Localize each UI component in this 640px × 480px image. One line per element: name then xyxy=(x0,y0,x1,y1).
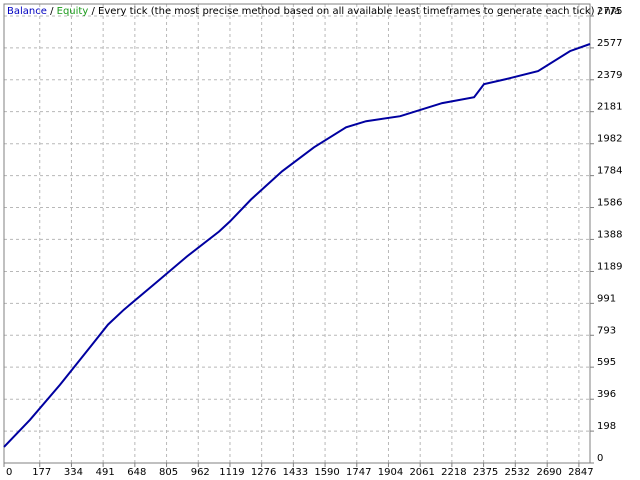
x-tick-label: 491 xyxy=(96,467,115,478)
x-tick-label: 2532 xyxy=(505,467,530,478)
y-tick-label: 396 xyxy=(597,389,616,400)
plot-frame xyxy=(3,3,591,464)
x-tick-label: 1433 xyxy=(283,467,308,478)
y-tick-label: 2379 xyxy=(597,70,622,81)
y-tick-label: 1586 xyxy=(597,198,622,209)
chart-header: Balance / Equity / Every tick (the most … xyxy=(7,6,620,17)
x-tick-label: 2061 xyxy=(409,467,434,478)
y-tick-label: 1189 xyxy=(597,261,622,272)
separator: / xyxy=(91,6,95,17)
chart-title: Every tick (the most precise method base… xyxy=(98,6,595,17)
x-tick-label: 1904 xyxy=(378,467,403,478)
y-tick-label: 0 xyxy=(597,453,603,464)
y-tick-label: 2181 xyxy=(597,102,622,113)
x-tick-label: 334 xyxy=(64,467,83,478)
y-tick-label: 1982 xyxy=(597,134,622,145)
x-tick-label: 805 xyxy=(159,467,178,478)
y-tick-label: 1388 xyxy=(597,229,622,240)
x-tick-label: 177 xyxy=(32,467,51,478)
y-tick-label: 991 xyxy=(597,293,616,304)
legend-balance: Balance xyxy=(7,6,47,17)
y-tick-label: 595 xyxy=(597,357,616,368)
separator: / xyxy=(598,6,602,17)
x-tick-label: 1747 xyxy=(346,467,371,478)
x-tick-label: 962 xyxy=(191,467,210,478)
y-tick-label: 793 xyxy=(597,325,616,336)
x-tick-label: 0 xyxy=(6,467,12,478)
x-tick-label: 1119 xyxy=(219,467,244,478)
x-tick-label: 1276 xyxy=(251,467,276,478)
chart-subtitle: n/a xyxy=(604,6,620,17)
x-tick-label: 2690 xyxy=(536,467,561,478)
series-line xyxy=(3,43,591,448)
x-tick-label: 1590 xyxy=(314,467,339,478)
x-tick-label: 648 xyxy=(127,467,146,478)
x-tick-label: 2375 xyxy=(473,467,498,478)
separator: / xyxy=(50,6,54,17)
y-tick-label: 1784 xyxy=(597,166,622,177)
y-tick-label: 2775 xyxy=(597,6,622,17)
legend-equity: Equity xyxy=(57,6,89,17)
y-tick-label: 2577 xyxy=(597,38,622,49)
y-tick-label: 198 xyxy=(597,421,616,432)
x-tick-label: 2847 xyxy=(568,467,593,478)
x-tick-label: 2218 xyxy=(441,467,466,478)
